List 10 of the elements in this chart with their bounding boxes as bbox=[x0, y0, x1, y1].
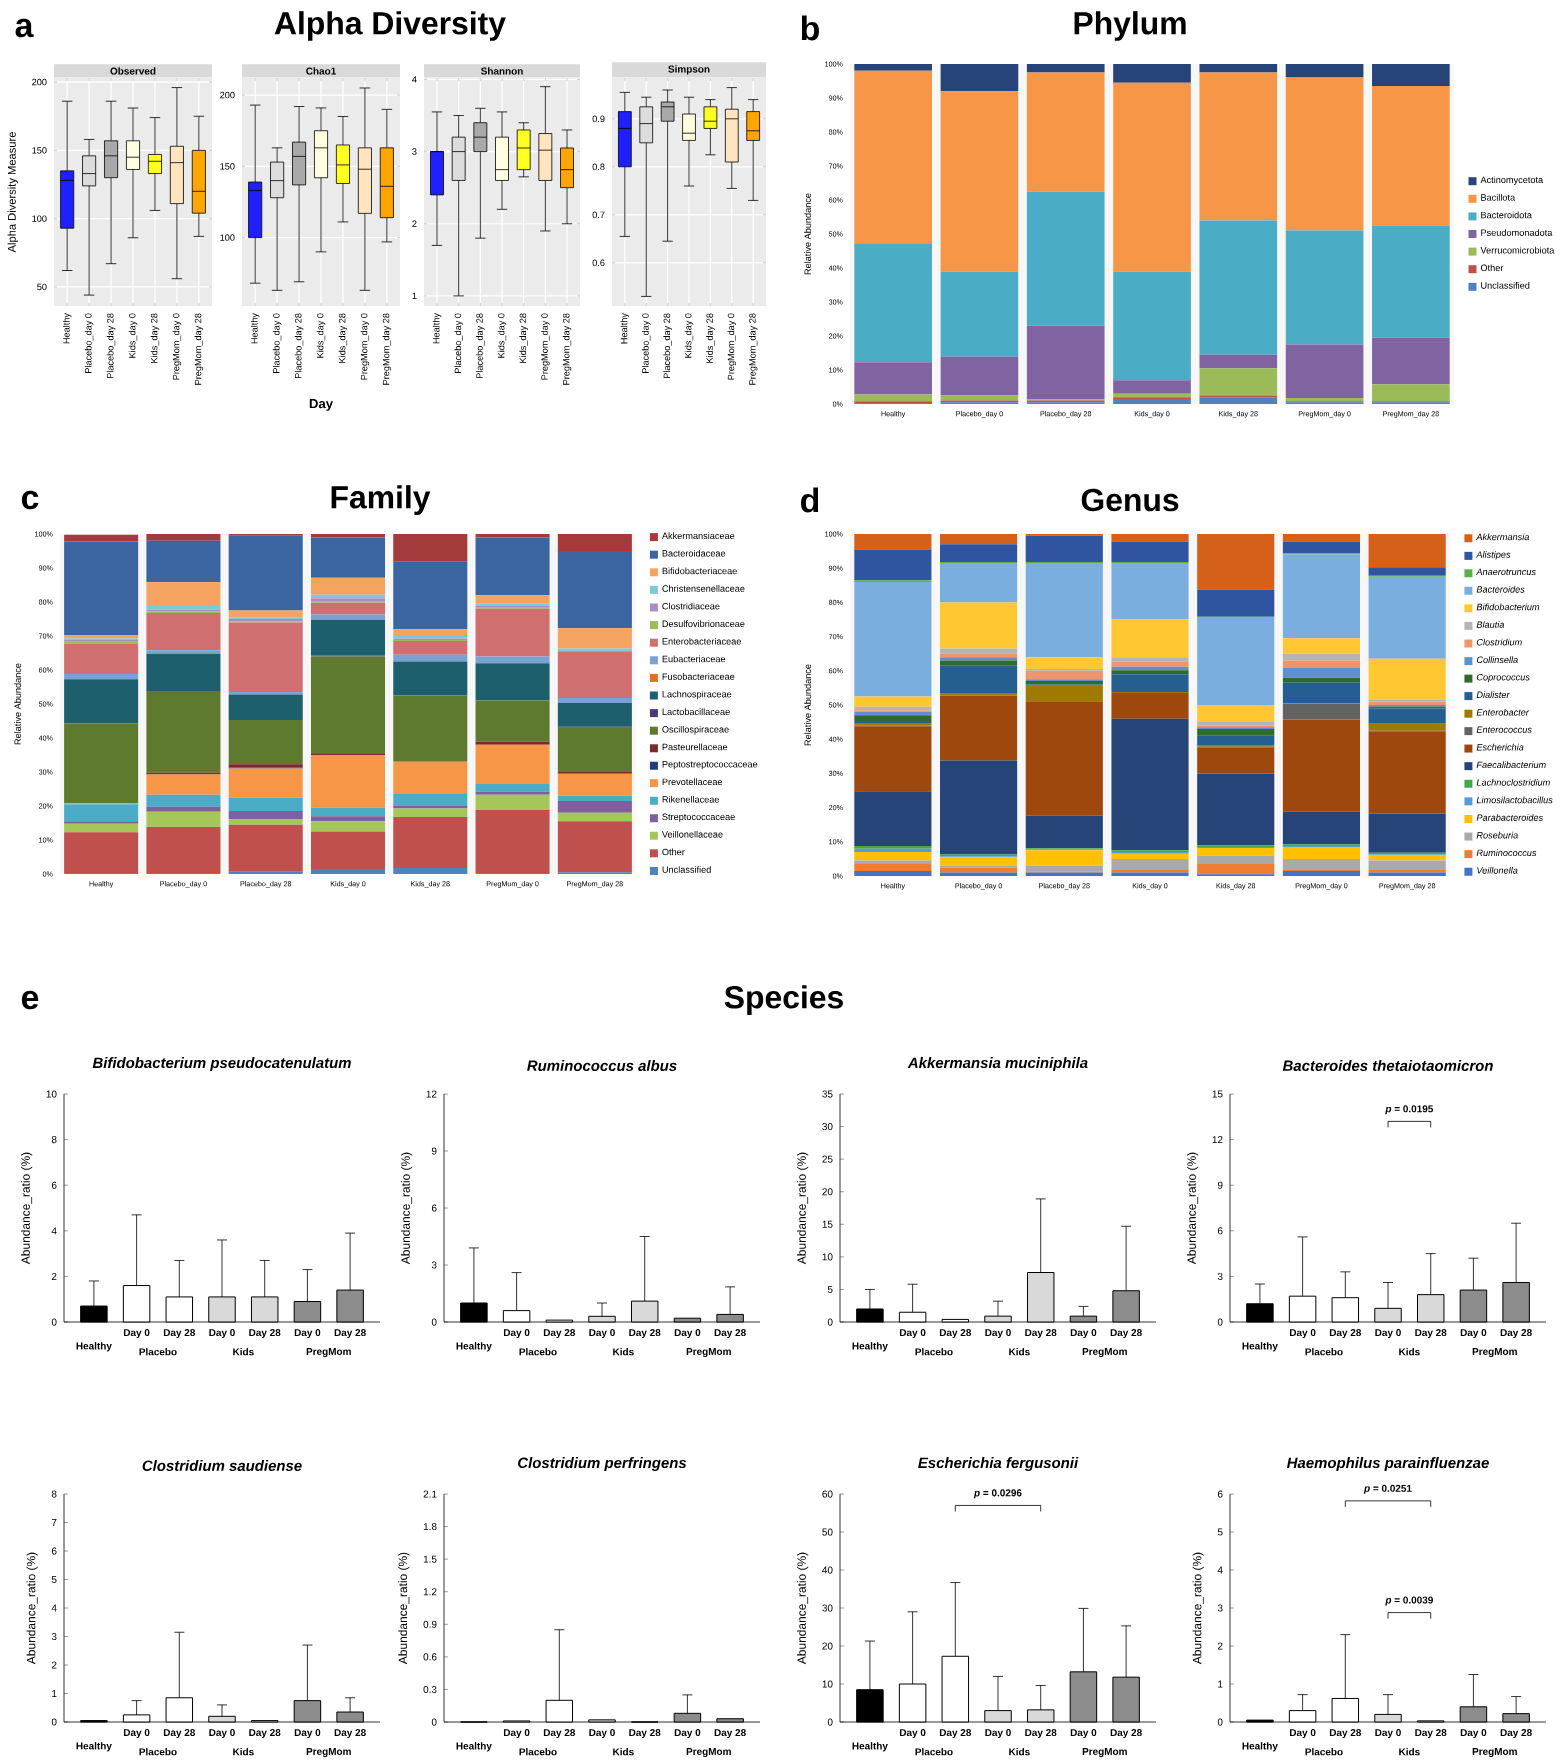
text: e bbox=[21, 990, 39, 1010]
text: c bbox=[21, 490, 39, 510]
chart-title: Genus bbox=[1081, 488, 1179, 512]
text: Species bbox=[724, 985, 843, 1015]
text: d bbox=[801, 487, 819, 513]
chart-title: Family bbox=[331, 485, 431, 515]
text: b bbox=[801, 15, 819, 41]
text: Alpha Diversity bbox=[274, 11, 506, 41]
text: a bbox=[15, 18, 34, 38]
chart-title: Phylum bbox=[1074, 11, 1186, 41]
